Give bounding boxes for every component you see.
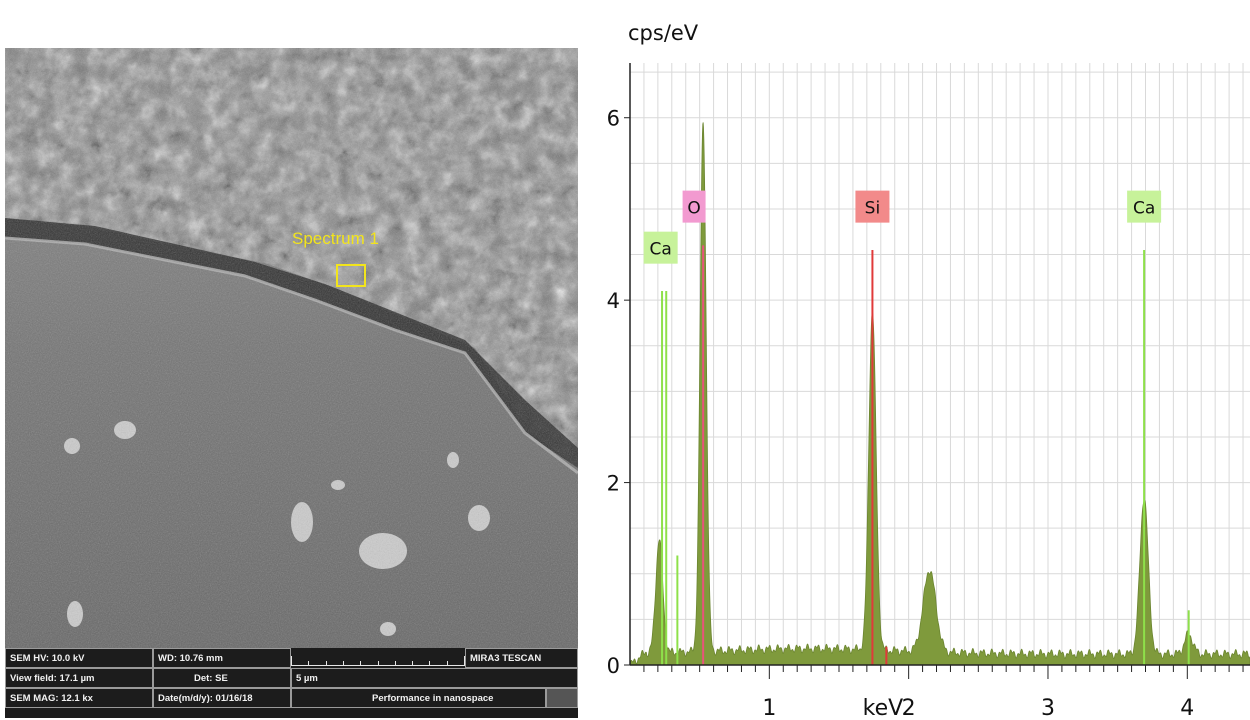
chart-axes: 1 2 3 4 0 2 4 6 keV	[607, 63, 1250, 720]
scale-bar-tick	[377, 661, 379, 666]
spectrum-area	[629, 122, 1250, 666]
scale-bar-tick	[360, 661, 362, 666]
view-field-value: View field: 17.1 µm	[5, 668, 153, 688]
spectrum-1-region-marker	[336, 264, 366, 287]
scale-bar	[291, 650, 465, 668]
scale-bar-tick	[342, 661, 344, 666]
scale-bar-tick	[394, 661, 396, 666]
y-tick-label: 4	[607, 289, 620, 313]
scale-bar-tick	[291, 656, 292, 666]
x-tick-label: 2	[902, 696, 916, 720]
peak-label-o: O	[687, 199, 700, 219]
spectrum-layer	[629, 122, 1250, 666]
x-axis-label: keV	[863, 696, 904, 720]
peak-label-ca: Ca	[650, 240, 672, 260]
peak-label-si: Si	[865, 199, 881, 219]
y-tick-label: 2	[607, 472, 620, 496]
tescan-logo-icon	[546, 688, 578, 708]
peak-label-box	[643, 231, 678, 264]
peak-labels: Ca O Si Ca	[643, 190, 1162, 264]
scale-bar-tick	[308, 661, 310, 666]
scale-bar-label: 5 µm	[291, 668, 578, 688]
acquisition-date: Date(m/d/y): 01/16/18	[153, 688, 291, 708]
sem-hv-value: SEM HV: 10.0 kV	[5, 648, 153, 668]
working-distance-value: WD: 10.76 mm	[153, 648, 291, 668]
peak-label-box	[855, 190, 890, 223]
x-tick-label: 3	[1041, 696, 1055, 720]
brand-slogan: Performance in nanospace	[291, 688, 546, 708]
magnification-value: SEM MAG: 12.1 kx	[5, 688, 153, 708]
y-tick-label: 0	[607, 654, 620, 678]
element-marker-lines	[661, 245, 1190, 665]
scale-bar-tick	[446, 661, 448, 666]
y-axis-label: cps/eV	[628, 21, 699, 45]
peak-label-ca: Ca	[1133, 199, 1155, 219]
sem-micrograph: Spectrum 1 SEM HV: 10.0 kV WD: 10.76 mm …	[5, 48, 578, 718]
scale-bar-tick	[429, 661, 431, 666]
sem-databar: SEM HV: 10.0 kV WD: 10.76 mm MIRA3 TESCA…	[5, 648, 578, 718]
spectrum-1-label: Spectrum 1	[292, 229, 379, 248]
detector-value: Det: SE	[153, 668, 291, 688]
scale-bar-tick	[325, 661, 327, 666]
x-tick-label: 1	[762, 696, 776, 720]
chart-grid	[630, 63, 1250, 665]
sem-image-texture	[5, 48, 578, 648]
peak-label-box	[1127, 190, 1162, 223]
x-tick-label: 4	[1180, 696, 1194, 720]
scale-bar-tick	[464, 656, 465, 666]
instrument-brand: MIRA3 TESCAN	[465, 648, 578, 668]
y-tick-label: 6	[607, 107, 620, 131]
eds-spectrum-chart: 1 2 3 4 0 2 4 6 keV Ca O Si Ca cps/eV	[607, 21, 1250, 720]
scale-bar-tick	[412, 661, 414, 666]
peak-label-box	[682, 190, 706, 223]
